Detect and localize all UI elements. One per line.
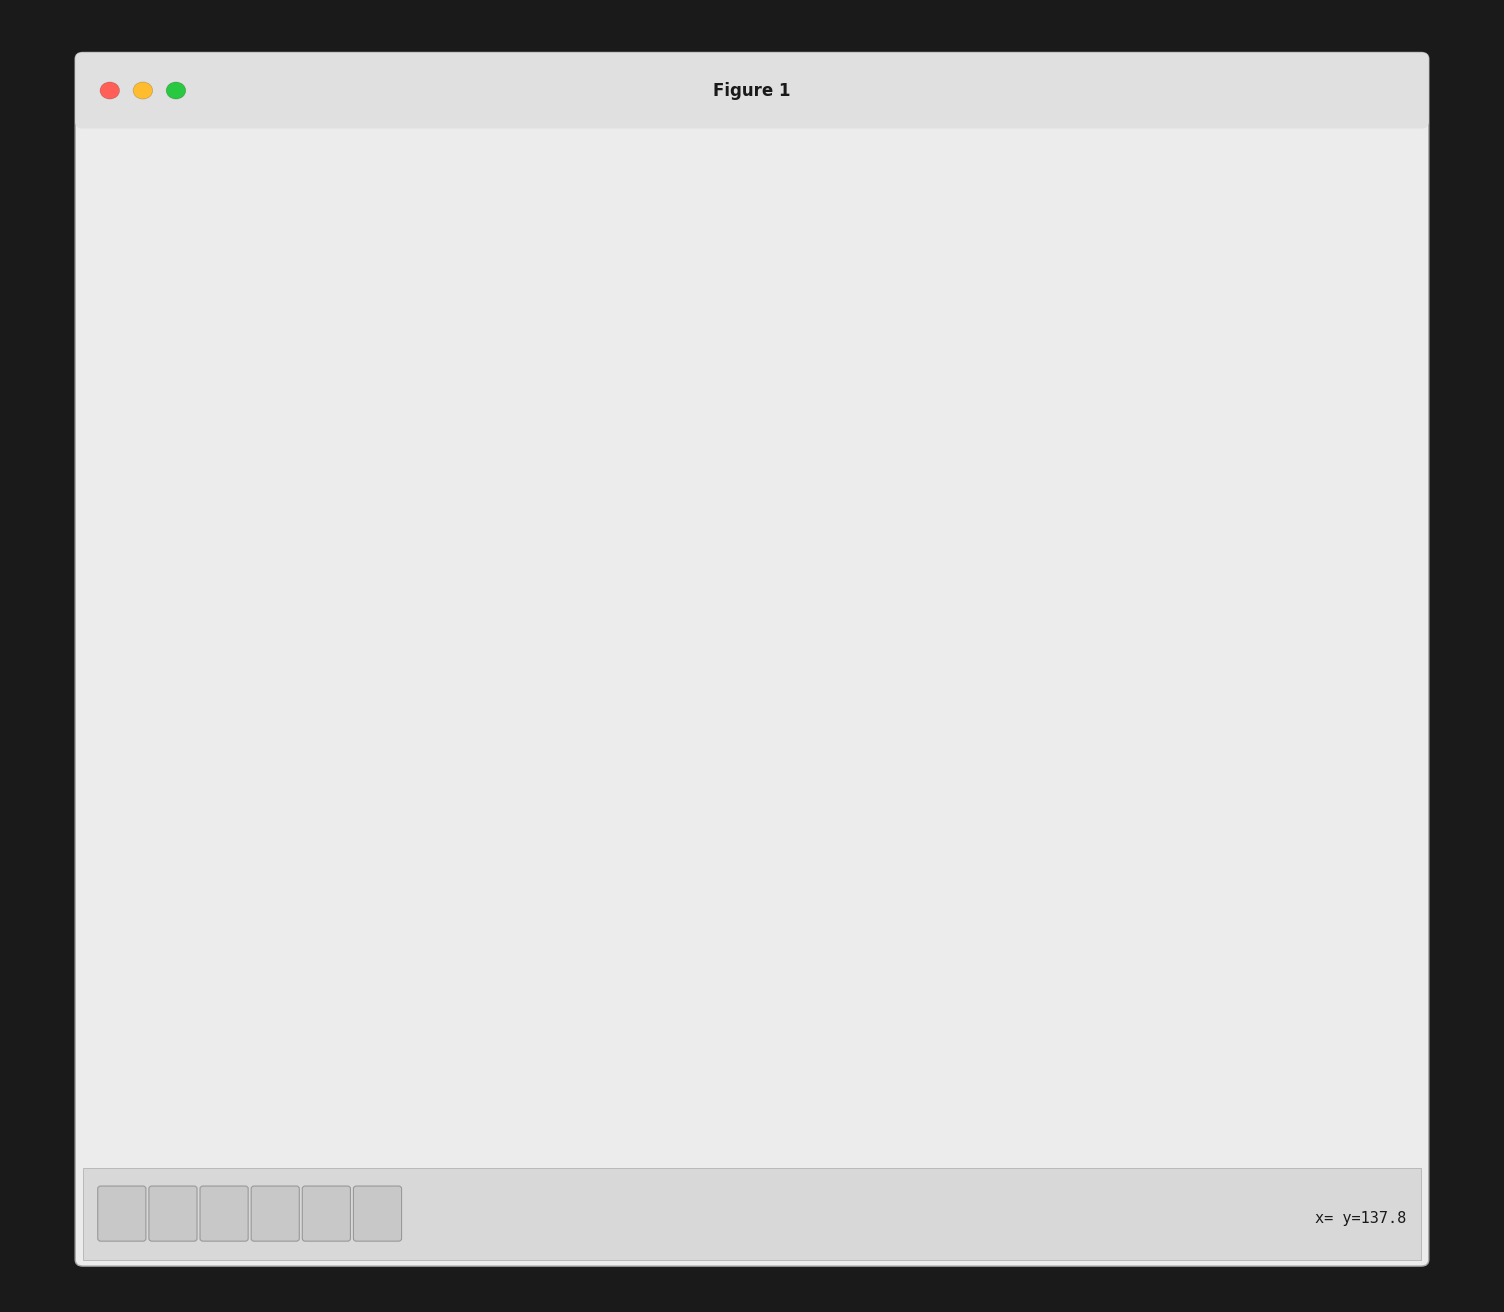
Bar bbox=[802, 844, 938, 1141]
Bar bbox=[1193, 374, 1331, 1141]
Text: x= y=137.8: x= y=137.8 bbox=[1314, 1211, 1406, 1225]
Bar bbox=[663, 1054, 800, 1141]
Bar bbox=[1056, 651, 1193, 1141]
Text: Figure 1: Figure 1 bbox=[713, 81, 791, 100]
Title: smart in Professor Reviews: smart in Professor Reviews bbox=[651, 106, 951, 126]
Bar bbox=[271, 1015, 409, 1141]
Legend: Women, Men: Women, Men bbox=[1242, 151, 1375, 210]
Bar bbox=[409, 886, 546, 1141]
